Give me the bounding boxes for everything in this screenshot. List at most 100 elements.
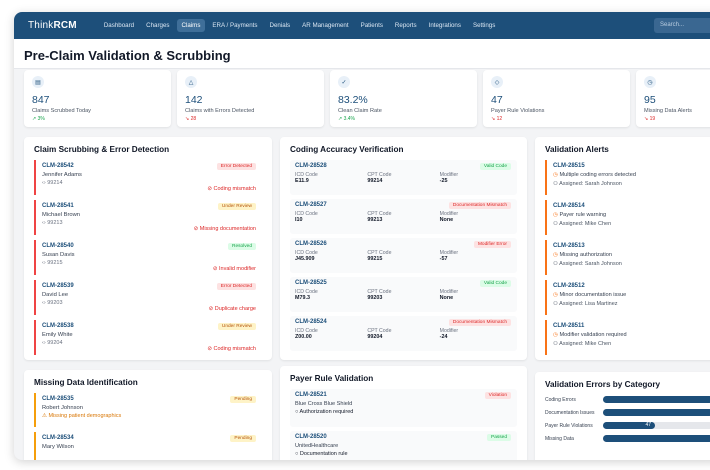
nav-item-reports[interactable]: Reports — [394, 22, 417, 29]
bar-track — [603, 396, 710, 403]
alert-text: Missing authorization — [559, 252, 612, 258]
claim-id[interactable]: CLM-28526 — [295, 241, 327, 247]
payer-item[interactable]: CLM-28521 Violation Blue Cross Blue Shield… — [290, 389, 517, 427]
coding-item[interactable]: CLM-28525 Valid Code ICD Code M79.3 CPT Code… — [290, 277, 517, 312]
search-input[interactable]: Search... — [654, 18, 710, 33]
patient-name: Emily White — [42, 332, 73, 338]
claim-id[interactable]: CLM-28520 — [295, 434, 327, 440]
stat-card[interactable]: △ 142 Claims with Errors Detected ↘ 28 — [177, 70, 324, 127]
claim-id[interactable]: CLM-28512 — [553, 283, 585, 289]
stat-card[interactable]: ✓ 83.2% Clean Claim Rate ↗ 3.4% — [330, 70, 477, 127]
nav-item-settings[interactable]: Settings — [472, 22, 496, 29]
bar-fill[interactable] — [603, 409, 710, 416]
nav-item-era-payments[interactable]: ERA / Payments — [212, 22, 258, 29]
claim-id[interactable]: CLM-28534 — [42, 435, 74, 441]
coding-item[interactable]: CLM-28527 Documentation Mismatch ICD Code I… — [290, 199, 517, 234]
stat-card[interactable]: ◷ 95 Missing Data Alerts ↘ 19 — [636, 70, 710, 127]
claim-id[interactable]: CLM-28539 — [42, 283, 74, 289]
nav-item-charges[interactable]: Charges — [146, 22, 170, 29]
list-item[interactable]: CLM-28542 Jennifer Adams ‹› 99214 Error Det… — [34, 160, 262, 195]
code-column: ICD Code I10 — [295, 211, 367, 223]
stat-label: Claims Scrubbed Today — [32, 108, 91, 114]
claim-id[interactable]: CLM-28535 — [42, 396, 74, 402]
nav-item-ar-management[interactable]: AR Management — [302, 22, 349, 29]
logo[interactable]: ThinkRCM — [28, 20, 77, 31]
code-row: ICD Code J45.909 CPT Code 99215 Modifier -57 — [295, 250, 512, 262]
stat-value: 95 — [644, 94, 656, 106]
missing-item[interactable]: CLM-28534 Pending Mary Wilson — [34, 432, 262, 460]
clock-icon: ◷ — [553, 252, 560, 258]
alerts-panel: Validation Alerts CLM-28515 ◷ Multiple co… — [535, 137, 710, 360]
stat-value: 847 — [32, 94, 50, 106]
nav-item-integrations[interactable]: Integrations — [428, 22, 461, 29]
bar-fill[interactable] — [603, 396, 710, 403]
list-item[interactable]: CLM-28540 Susan Davis ‹› 99215 Resolved ⊘ In… — [34, 240, 262, 275]
coding-item[interactable]: CLM-28524 Documentation Mismatch ICD Code Z… — [290, 316, 517, 351]
nav-item-denials[interactable]: Denials — [269, 22, 291, 29]
stat-card[interactable]: ▤ 847 Claims Scrubbed Today ↗ 3% — [24, 70, 171, 127]
code-label: Modifier — [439, 289, 459, 295]
status-badge: Error Detected — [216, 163, 256, 170]
page-header: Pre-Claim Validation & Scrubbing — [14, 39, 710, 69]
alert-item[interactable]: CLM-28515 ◷ Multiple coding errors detect… — [545, 160, 710, 195]
list-item[interactable]: CLM-28538 Emily White ‹› 99204 Under Review… — [34, 320, 262, 355]
code-column: Modifier None — [440, 289, 512, 301]
code-column: ICD Code E11.9 — [295, 172, 367, 184]
assignee-text: Assigned: Mike Chen — [559, 341, 612, 347]
code-value: 99204 — [367, 334, 383, 340]
alert-message: ◷ Missing authorization — [553, 252, 710, 258]
list-item[interactable]: CLM-28539 David Lee ‹› 99203 Error Detected… — [34, 280, 262, 315]
claim-id[interactable]: CLM-28527 — [295, 202, 327, 208]
bar-fill[interactable] — [603, 435, 710, 442]
procedure-code: ‹› 99214 — [42, 180, 256, 186]
claim-id[interactable]: CLM-28524 — [295, 319, 327, 325]
alert-message: ◷ Payer rule warning — [553, 212, 710, 218]
issue-label: ⊘ Invalid modifier — [213, 266, 256, 272]
alert-item[interactable]: CLM-28514 ◷ Payer rule warning ⚇ Assigned:… — [545, 200, 710, 235]
payer-item[interactable]: CLM-28520 Passed UnitedHealthcare ○ Documen… — [290, 431, 517, 460]
alert-message: ◷ Multiple coding errors detected — [553, 172, 710, 178]
errors-category-panel: Validation Errors by Category Coding Err… — [535, 372, 710, 460]
claim-id[interactable]: CLM-28513 — [553, 243, 585, 249]
code-value: -24 — [439, 334, 448, 340]
claim-id[interactable]: CLM-28541 — [42, 203, 74, 209]
missing-item[interactable]: CLM-28535 Pending Robert Johnson ⚠ Missing … — [34, 393, 262, 427]
code-value: J45.909 — [295, 256, 315, 262]
list-item[interactable]: CLM-28541 Michael Brown ‹› 99213 Under Revi… — [34, 200, 262, 235]
issue-text: Coding mismatch — [213, 186, 257, 192]
stat-card[interactable]: ◇ 47 Payer Rule Violations ↘ 12 — [483, 70, 630, 127]
status-badge: Under Review — [217, 323, 256, 330]
alert-item[interactable]: CLM-28513 ◷ Missing authorization ⚇ Assign… — [545, 240, 710, 275]
alert-item[interactable]: CLM-28511 ◷ Modifier validation required ⚇… — [545, 320, 710, 355]
status-badge: Documentation Mismatch — [448, 319, 511, 326]
alert-message: ◷ Minor documentation issue — [553, 292, 710, 298]
claim-id[interactable]: CLM-28540 — [42, 243, 74, 249]
claim-id[interactable]: CLM-28525 — [295, 280, 327, 286]
status-badge: Resolved — [228, 243, 256, 250]
coding-item[interactable]: CLM-28526 Modifier Error ICD Code J45.909 CP… — [290, 238, 517, 273]
code-column: Modifier -57 — [440, 250, 512, 262]
status-badge: Valid Code — [479, 163, 511, 170]
nav-item-claims[interactable]: Claims — [176, 19, 206, 32]
clock-icon: ◷ — [553, 212, 560, 218]
claim-id[interactable]: CLM-28542 — [42, 163, 74, 169]
patient-name: Mary Wilson — [42, 444, 74, 450]
claim-id[interactable]: CLM-28515 — [553, 163, 585, 169]
claim-id[interactable]: CLM-28514 — [553, 203, 585, 209]
code-icon: ‹› — [42, 340, 48, 346]
nav-item-patients[interactable]: Patients — [360, 22, 383, 29]
code-label: Modifier — [439, 328, 459, 334]
claim-id[interactable]: CLM-28538 — [42, 323, 74, 329]
bar-fill[interactable]: 47 — [603, 422, 655, 429]
claim-id[interactable]: CLM-28521 — [295, 392, 327, 398]
stat-change: ↗ 3.4% — [338, 116, 355, 122]
code-icon: ‹› — [42, 220, 48, 226]
claim-id[interactable]: CLM-28528 — [295, 163, 327, 169]
code-label: CPT Code — [367, 211, 392, 217]
alert-text: Modifier validation required — [559, 332, 627, 338]
claim-id[interactable]: CLM-28511 — [553, 323, 585, 329]
nav-item-dashboard[interactable]: Dashboard — [103, 22, 135, 29]
payer-rule-panel: Payer Rule Validation CLM-28521 Violation… — [280, 366, 527, 460]
coding-item[interactable]: CLM-28528 Valid Code ICD Code E11.9 CPT Code… — [290, 160, 517, 195]
alert-item[interactable]: CLM-28512 ◷ Minor documentation issue ⚇ As… — [545, 280, 710, 315]
